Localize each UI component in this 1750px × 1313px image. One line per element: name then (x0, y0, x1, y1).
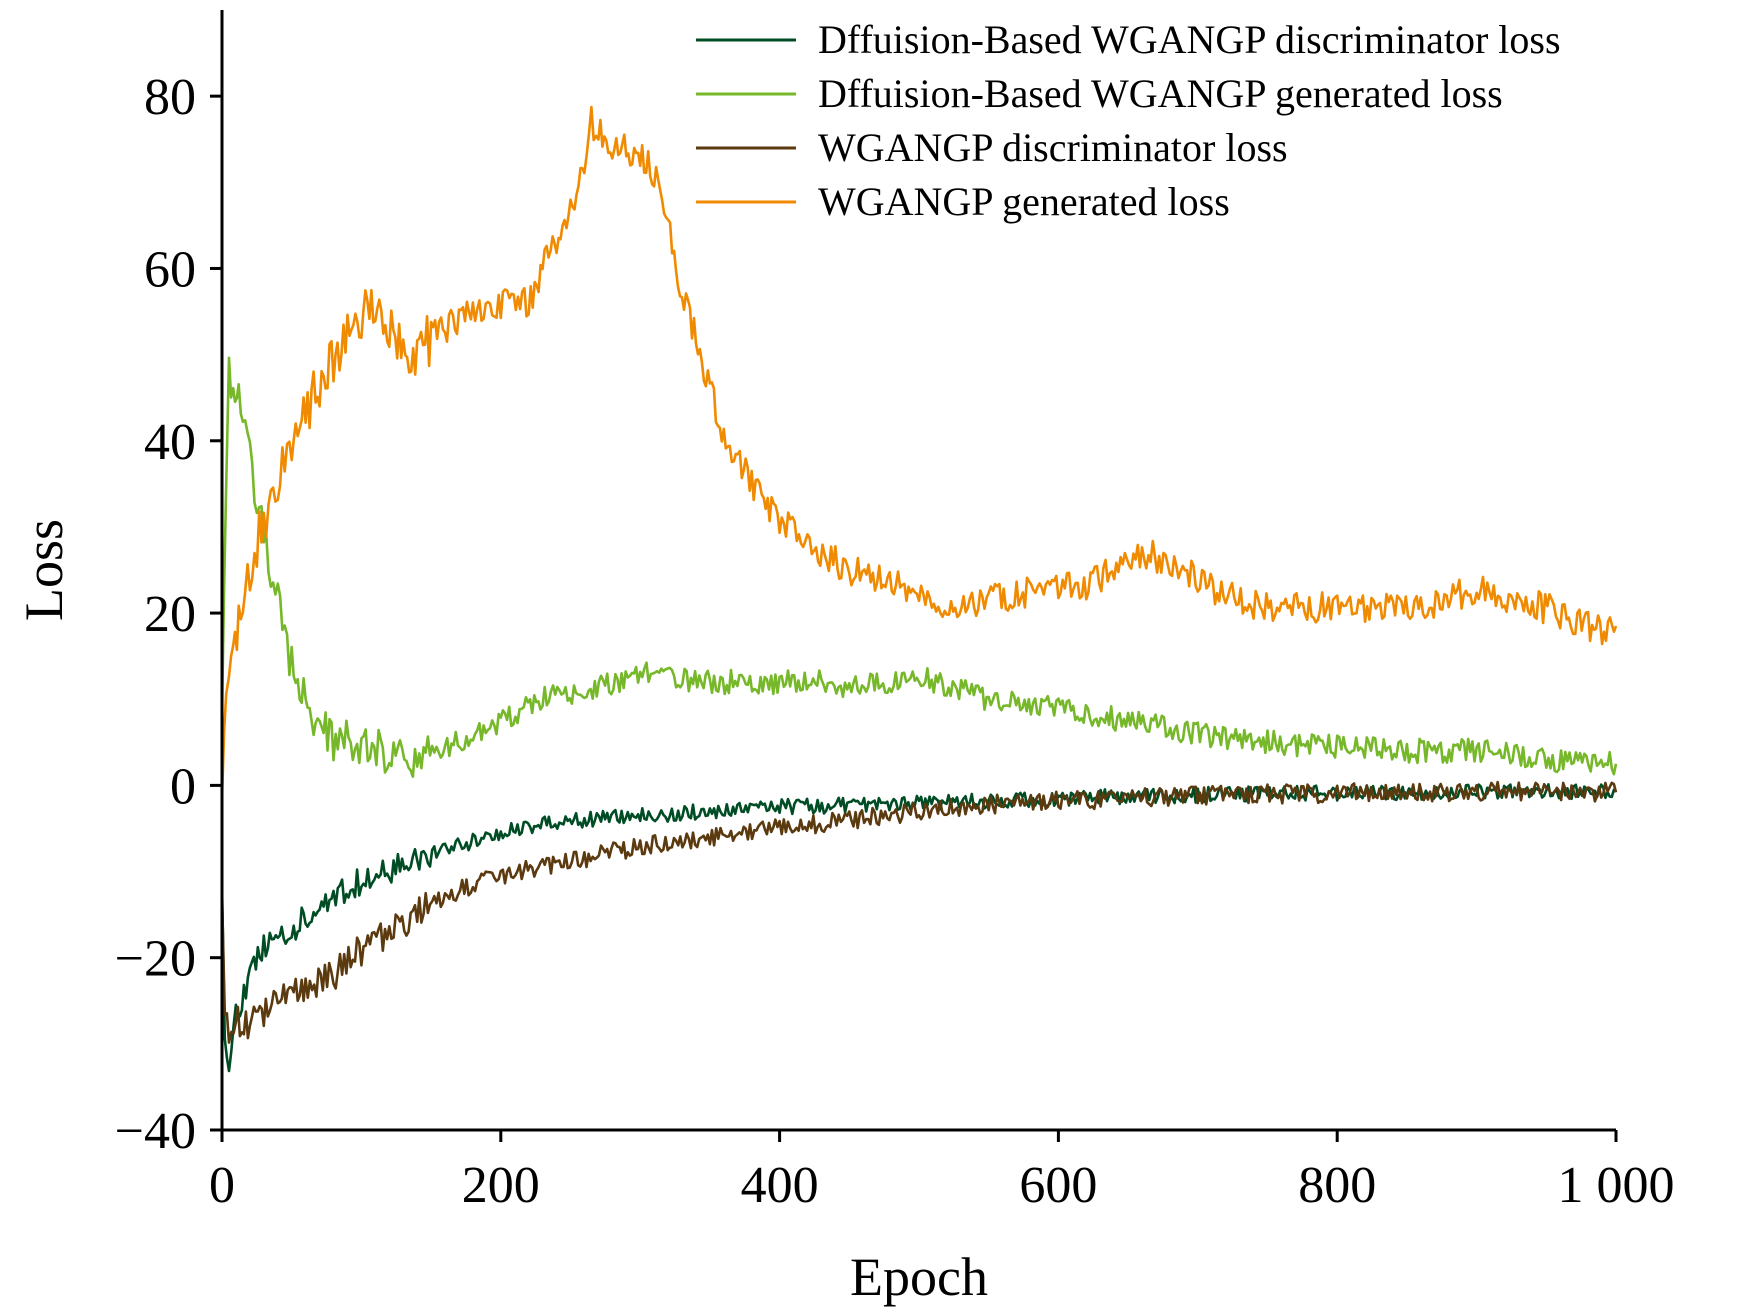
legend-label: WGANGP discriminator loss (818, 125, 1288, 170)
legend-label: WGANGP generated loss (818, 179, 1230, 224)
x-tick-label: 200 (462, 1157, 540, 1214)
ticks: 0 200 400 600 800 1 000 −40 −20 0 20 40 60 80 (115, 69, 1675, 1214)
y-axis-title: Loss (14, 519, 74, 621)
y-tick-label: −20 (115, 931, 196, 988)
axes (220, 10, 1616, 1132)
x-axis-title: Epoch (850, 1247, 988, 1307)
x-tick-label: 600 (1019, 1157, 1097, 1214)
y-tick-label: 0 (170, 758, 196, 815)
x-tick-label: 400 (741, 1157, 819, 1214)
series-line-2 (220, 356, 1618, 779)
y-tick-label: −40 (115, 1103, 196, 1160)
x-tick-label: 0 (209, 1157, 235, 1214)
x-tick-label: 1 000 (1558, 1157, 1675, 1214)
y-tick-label: 80 (144, 69, 196, 126)
legend-label: Dffuision-Based WGANGP generated loss (818, 71, 1503, 116)
y-tick-label: 20 (144, 586, 196, 643)
legend: Dffuision-Based WGANGP discriminator los… (696, 17, 1561, 224)
series-line-1 (220, 782, 1617, 1073)
x-tick-label: 800 (1298, 1157, 1376, 1214)
legend-label: Dffuision-Based WGANGP discriminator los… (818, 17, 1561, 62)
series-line-4 (220, 105, 1618, 799)
plot-lines (220, 105, 1618, 1073)
series-line-3 (220, 780, 1618, 1044)
y-tick-label: 40 (144, 414, 196, 471)
y-tick-label: 60 (144, 241, 196, 298)
